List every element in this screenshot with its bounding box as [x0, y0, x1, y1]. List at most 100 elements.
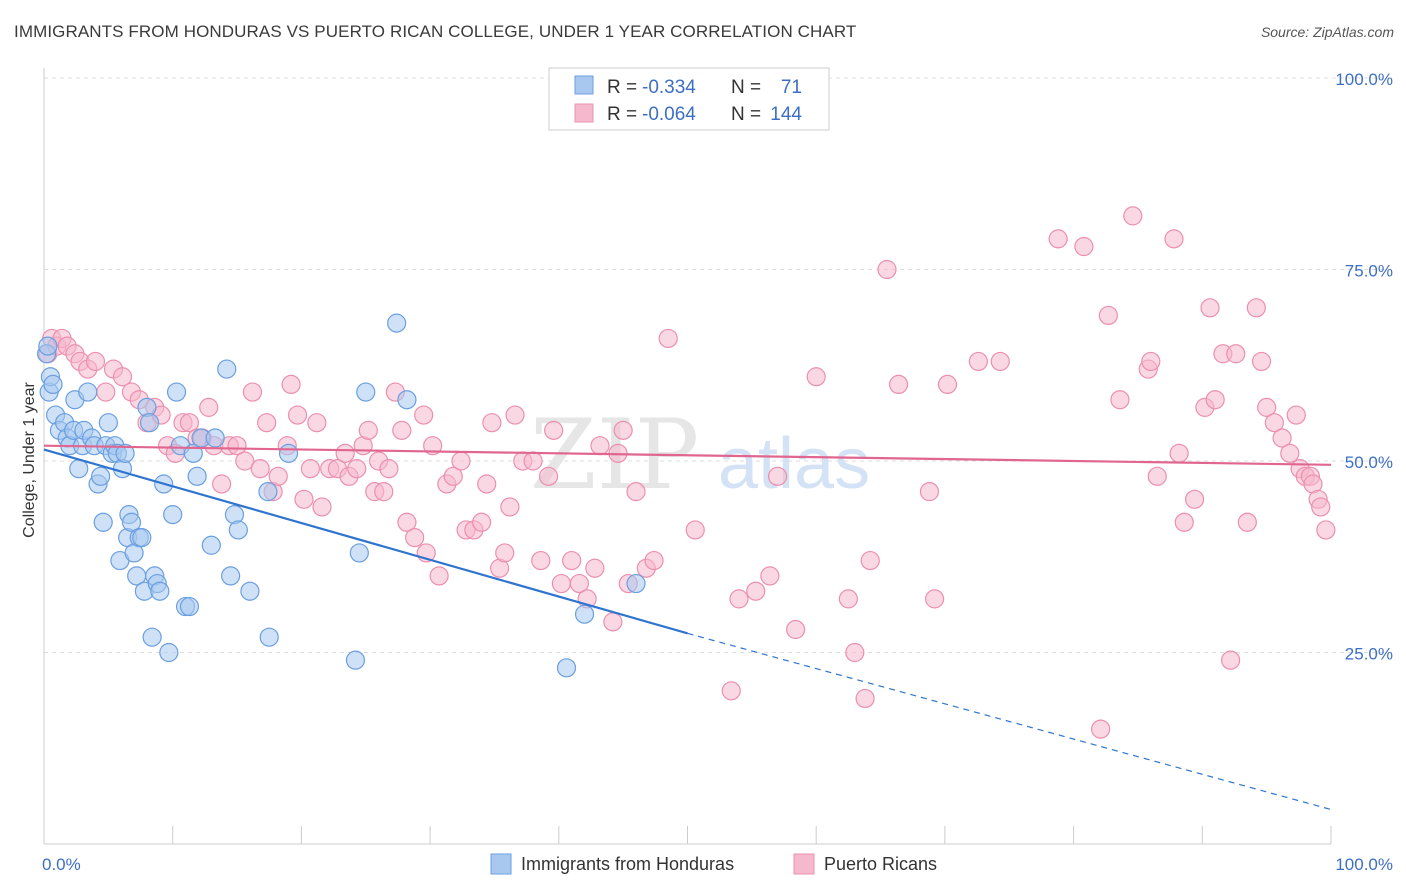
- puerto-ricans-point: [477, 474, 497, 494]
- puerto-ricans-point: [471, 512, 492, 532]
- puerto-ricans-point: [1123, 206, 1143, 226]
- puerto-ricans-point: [523, 451, 543, 471]
- puerto-ricans-point: [495, 543, 515, 563]
- honduras-point: [259, 627, 279, 647]
- puerto-ricans-point: [626, 482, 646, 502]
- puerto-ricans-point: [287, 405, 308, 425]
- puerto-ricans-point: [312, 497, 332, 517]
- puerto-ricans-point: [968, 351, 988, 372]
- puerto-ricans-point: [786, 619, 806, 640]
- puerto-ricans-point: [1147, 466, 1167, 486]
- honduras-point: [205, 428, 225, 448]
- puerto-ricans-point: [1091, 719, 1111, 739]
- x-tick-label-max: 100.0%: [1335, 855, 1393, 874]
- honduras-point: [115, 443, 135, 463]
- x-tick-labels: 0.0% 100.0%: [42, 855, 1393, 874]
- puerto-ricans-point: [379, 459, 399, 479]
- puerto-ricans-point: [613, 420, 633, 440]
- puerto-ricans-point: [199, 397, 219, 417]
- puerto-ricans-point: [429, 566, 449, 586]
- honduras-point: [159, 642, 179, 663]
- honduras-point: [228, 520, 248, 540]
- honduras-point: [98, 413, 118, 433]
- trend-line-honduras: [43, 448, 688, 635]
- puerto-ricans-point: [1311, 497, 1331, 517]
- puerto-ricans-point: [482, 413, 502, 433]
- puerto-ricans-point: [937, 374, 958, 394]
- legend-r-label-1: R =: [607, 77, 637, 98]
- puerto-ricans-point: [1048, 229, 1068, 249]
- puerto-ricans-point: [1098, 305, 1118, 326]
- legend-n-label-2: N =: [731, 104, 761, 125]
- honduras-point: [349, 543, 369, 563]
- puerto-ricans-point: [721, 681, 741, 701]
- honduras-point: [356, 382, 376, 402]
- honduras-point: [166, 382, 187, 402]
- puerto-ricans-point: [1251, 351, 1272, 372]
- y-tick-label-25: 25.0%: [1345, 645, 1393, 664]
- puerto-ricans-point: [392, 420, 412, 440]
- puerto-ricans-point: [860, 550, 880, 571]
- puerto-ricans-point: [1264, 413, 1284, 433]
- honduras-point: [221, 566, 241, 586]
- puerto-ricans-point: [1205, 390, 1225, 410]
- legend-box: [548, 67, 830, 131]
- series-puerto-ricans: [38, 206, 1336, 739]
- puerto-ricans-point: [235, 451, 255, 471]
- puerto-ricans-point: [179, 413, 200, 433]
- honduras-point: [187, 466, 207, 486]
- puerto-ricans-point: [806, 367, 826, 387]
- honduras-point: [201, 535, 221, 555]
- puerto-ricans-point: [1184, 489, 1205, 509]
- honduras-point: [217, 359, 237, 379]
- puerto-ricans-point: [888, 374, 909, 394]
- honduras-point: [397, 390, 417, 410]
- honduras-point: [43, 374, 63, 394]
- puerto-ricans-point: [1272, 428, 1292, 448]
- puerto-ricans-point: [538, 466, 559, 486]
- puerto-ricans-point: [1074, 236, 1094, 257]
- puerto-ricans-point: [1286, 405, 1306, 425]
- puerto-ricans-point: [1316, 520, 1336, 540]
- puerto-ricans-point: [358, 420, 378, 440]
- puerto-ricans-point: [257, 413, 277, 433]
- puerto-ricans-point: [1174, 512, 1194, 532]
- puerto-ricans-point: [374, 482, 394, 502]
- legend-r-value-2: -0.064: [642, 104, 696, 125]
- puerto-ricans-point: [347, 459, 367, 479]
- puerto-ricans-point: [443, 466, 463, 486]
- legend-swatch-blue: [574, 75, 594, 95]
- puerto-ricans-point: [644, 550, 664, 571]
- puerto-ricans-point: [1164, 229, 1184, 249]
- puerto-ricans-point: [281, 374, 301, 394]
- puerto-ricans-point: [1141, 351, 1161, 372]
- honduras-point: [278, 443, 299, 463]
- series-honduras: [36, 313, 646, 678]
- puerto-ricans-point: [1221, 650, 1241, 670]
- puerto-ricans-point: [685, 520, 705, 540]
- honduras-point: [93, 512, 113, 532]
- puerto-ricans-point: [405, 527, 425, 548]
- honduras-point: [38, 336, 58, 356]
- puerto-ricans-point: [112, 367, 133, 387]
- legend-n-value-1: 71: [781, 77, 802, 98]
- honduras-point: [163, 505, 183, 525]
- bottom-legend-swatch-blue: [490, 853, 512, 875]
- honduras-point: [142, 627, 162, 647]
- puerto-ricans-point: [746, 581, 766, 601]
- puerto-ricans-point: [397, 512, 417, 532]
- honduras-point: [345, 650, 366, 670]
- grid-lines: [44, 77, 1392, 653]
- bottom-legend: Immigrants from Honduras Puerto Ricans: [490, 853, 937, 875]
- legend-n-label-1: N =: [731, 77, 761, 98]
- watermark-atlas: atlas: [718, 424, 870, 504]
- puerto-ricans-point: [838, 589, 858, 609]
- honduras-point: [556, 658, 577, 678]
- puerto-ricans-point: [877, 259, 897, 280]
- puerto-ricans-point: [531, 550, 551, 571]
- legend-n-value-2: 144: [770, 104, 802, 125]
- honduras-point: [626, 573, 646, 594]
- puerto-ricans-point: [760, 566, 780, 586]
- puerto-ricans-point: [307, 413, 327, 433]
- y-tick-labels: 25.0% 50.0% 75.0% 100.0%: [1335, 70, 1393, 664]
